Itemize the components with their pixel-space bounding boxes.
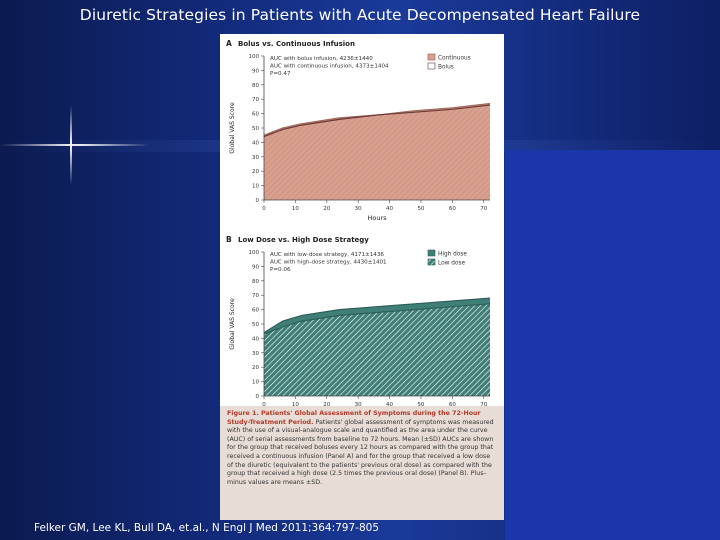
panel-title: Bolus vs. Continuous Infusion — [238, 40, 355, 48]
panel-label: A — [226, 39, 232, 48]
y-tick-label: 0 — [256, 198, 260, 204]
legend-label: Bolus — [438, 65, 454, 71]
legend-swatch — [427, 53, 436, 61]
x-tick-label: 70 — [480, 206, 487, 212]
y-tick-label: 50 — [252, 126, 259, 132]
y-axis-label: Global VAS Score — [229, 298, 236, 350]
y-tick-label: 10 — [252, 184, 259, 190]
citation: Felker GM, Lee KL, Bull DA, et.al., N En… — [34, 522, 380, 534]
x-tick-label: 20 — [323, 206, 330, 212]
y-axis-label: Global VAS Score — [229, 102, 236, 154]
auc-annotation: AUC with low-dose strategy, 4171±1436 — [270, 252, 384, 258]
x-axis-label: Hours — [367, 214, 387, 222]
y-tick-label: 100 — [249, 250, 260, 256]
sparkle-vertical — [70, 105, 72, 185]
y-tick-label: 20 — [252, 169, 259, 175]
panel-label: B — [226, 235, 232, 244]
y-tick-label: 100 — [249, 54, 260, 60]
sparkle-horizontal — [0, 144, 150, 146]
y-tick-label: 60 — [252, 308, 259, 314]
slide-title: Diuretic Strategies in Patients with Acu… — [79, 6, 641, 24]
x-tick-label: 30 — [355, 402, 362, 406]
x-tick-label: 70 — [480, 402, 487, 406]
y-tick-label: 60 — [252, 112, 259, 118]
auc-annotation: AUC with high-dose strategy, 4430±1401 — [270, 260, 387, 266]
caption-title: Figure 1. Patients' Global Assessment of… — [227, 410, 481, 426]
legend-swatch — [427, 249, 436, 257]
x-tick-label: 10 — [292, 206, 299, 212]
y-tick-label: 10 — [252, 380, 259, 386]
legend-label: High dose — [438, 252, 467, 258]
auc-annotation: P=0.06 — [270, 267, 291, 273]
y-tick-label: 70 — [252, 97, 259, 103]
figure-charts: A Bolus vs. Continuous Infusion 0 10 20 30 40 5… — [226, 39, 491, 406]
x-tick-label: 10 — [292, 402, 299, 406]
y-tick-label: 30 — [252, 155, 259, 161]
y-tick-label: 40 — [252, 336, 259, 342]
background-block — [505, 150, 720, 540]
y-tick-label: 40 — [252, 140, 259, 146]
legend-swatch — [427, 62, 436, 70]
x-tick-label: 60 — [449, 402, 456, 406]
legend-label: Low dose — [438, 261, 466, 267]
area-low-dose — [264, 303, 490, 396]
x-tick-label: 40 — [386, 402, 393, 406]
y-tick-label: 80 — [252, 83, 259, 89]
y-tick-label: 20 — [252, 365, 259, 371]
x-tick-label: 50 — [417, 402, 424, 406]
legend-label: Continuous — [438, 56, 471, 62]
line-continuous — [263, 102, 491, 136]
auc-annotation: P=0.47 — [270, 71, 291, 77]
y-tick-label: 50 — [252, 322, 259, 328]
y-tick-label: 90 — [252, 264, 259, 270]
x-tick-label: 0 — [262, 206, 266, 212]
line-high-dose — [263, 297, 491, 334]
y-tick-label: 70 — [252, 293, 259, 299]
line-low-dose — [263, 303, 491, 335]
auc-annotation: AUC with bolus infusion, 4236±1440 — [270, 56, 373, 62]
journal-figure: A Bolus vs. Continuous Infusion 0 10 20 30 40 5… — [220, 34, 504, 520]
legend-swatch — [427, 258, 436, 266]
figure-caption: Figure 1. Patients' Global Assessment of… — [220, 406, 504, 520]
x-tick-label: 20 — [323, 402, 330, 406]
area-continuous — [264, 103, 490, 200]
y-tick-label: 80 — [252, 279, 259, 285]
line-bolus — [263, 104, 491, 138]
x-tick-label: 60 — [449, 206, 456, 212]
x-tick-label: 30 — [355, 206, 362, 212]
y-tick-label: 0 — [256, 394, 260, 400]
caption-body: Patients' global assessment of symptoms … — [227, 418, 494, 486]
x-tick-label: 40 — [386, 206, 393, 212]
x-tick-label: 50 — [417, 206, 424, 212]
y-tick-label: 30 — [252, 351, 259, 357]
y-tick-label: 90 — [252, 68, 259, 74]
x-tick-label: 0 — [262, 402, 266, 406]
auc-annotation: AUC with continuous infusion, 4373±1404 — [270, 64, 389, 70]
panel-title: Low Dose vs. High Dose Strategy — [238, 236, 369, 244]
